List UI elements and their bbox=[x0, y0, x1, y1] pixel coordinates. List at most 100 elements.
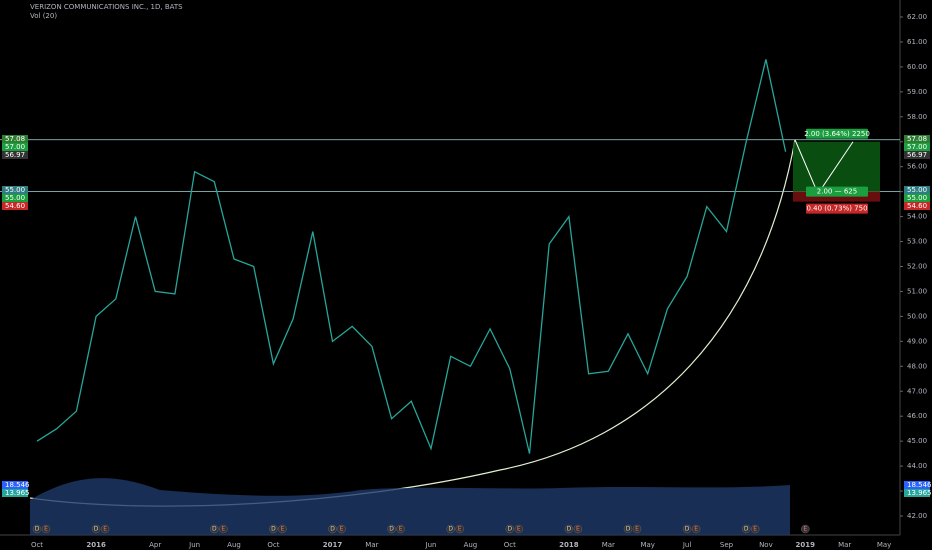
volume-badge bbox=[2, 481, 28, 489]
event-marker bbox=[100, 524, 110, 534]
event-label: D bbox=[271, 526, 276, 533]
axis-badge-label: 54.60 bbox=[907, 202, 927, 210]
event-marker bbox=[505, 524, 515, 534]
event-label: E bbox=[753, 526, 757, 533]
axis-badge-label: 54.60 bbox=[5, 202, 25, 210]
axis-badge-label: 56.97 bbox=[907, 151, 927, 159]
y-tick-label: 58.00 bbox=[907, 113, 927, 121]
axis-badge bbox=[904, 194, 930, 202]
position-label-bg bbox=[806, 203, 868, 214]
axis-badge bbox=[904, 186, 930, 194]
y-tick-label: 49.00 bbox=[907, 337, 927, 345]
event-label: D bbox=[212, 526, 217, 533]
x-tick-label: Aug bbox=[464, 541, 478, 549]
event-label: D bbox=[35, 526, 40, 533]
x-tick-label: May bbox=[640, 541, 654, 549]
y-tick-label: 48.00 bbox=[907, 362, 927, 370]
event-label: E bbox=[803, 526, 807, 533]
axis-badge-label: 57.00 bbox=[5, 143, 25, 151]
volume-badge bbox=[904, 489, 930, 497]
event-label: E bbox=[281, 526, 285, 533]
axis-badge bbox=[2, 194, 28, 202]
x-tick-label: Mar bbox=[602, 541, 615, 549]
x-tick-label: Oct bbox=[504, 541, 516, 549]
y-tick-label: 50.00 bbox=[907, 312, 927, 320]
axis-badge bbox=[2, 151, 28, 159]
event-marker bbox=[564, 524, 574, 534]
axis-badge bbox=[904, 151, 930, 159]
event-marker bbox=[750, 524, 760, 534]
x-tick-label: Oct bbox=[267, 541, 279, 549]
event-marker bbox=[337, 524, 346, 534]
x-tick-label: 2018 bbox=[559, 541, 579, 549]
axis-badge bbox=[904, 143, 930, 151]
y-tick-label: 44.00 bbox=[907, 462, 927, 470]
position-label-bg bbox=[806, 128, 868, 139]
event-label: E bbox=[340, 526, 344, 533]
position-label: 0.40 (0.73%) 750 bbox=[806, 205, 867, 213]
volume-badge bbox=[904, 481, 930, 489]
subtitle: Vol (20) bbox=[30, 12, 57, 20]
event-marker bbox=[691, 524, 701, 534]
y-tick-label: 53.00 bbox=[907, 238, 927, 246]
x-tick-label: May bbox=[877, 541, 891, 549]
event-label: E bbox=[517, 526, 521, 533]
y-tick-label: 42.00 bbox=[907, 512, 927, 520]
volume-badge-label: 13.965 bbox=[5, 489, 30, 497]
position-label: 2.00 (3.64%) 2250 bbox=[804, 130, 870, 138]
event-marker bbox=[682, 524, 692, 534]
event-label: D bbox=[507, 526, 512, 533]
x-tick-label: 2019 bbox=[796, 541, 816, 549]
volume-badge-label: 13.965 bbox=[907, 489, 932, 497]
volume-area bbox=[30, 478, 790, 535]
y-tick-label: 56.00 bbox=[907, 163, 927, 171]
event-label: D bbox=[94, 526, 99, 533]
event-marker bbox=[446, 524, 455, 534]
y-tick-label: 52.00 bbox=[907, 263, 927, 271]
x-tick-label: Jun bbox=[188, 541, 200, 549]
axis-badge bbox=[904, 202, 930, 210]
event-label: E bbox=[103, 526, 107, 533]
event-label: E bbox=[399, 526, 403, 533]
axis-badge bbox=[904, 135, 930, 143]
y-tick-label: 61.00 bbox=[907, 38, 927, 46]
event-label: E bbox=[635, 526, 639, 533]
y-tick-label: 54.00 bbox=[907, 213, 927, 221]
x-tick-label: 2017 bbox=[323, 541, 343, 549]
event-marker bbox=[210, 524, 219, 534]
y-tick-label: 46.00 bbox=[907, 412, 927, 420]
event-marker bbox=[623, 524, 633, 534]
y-tick-label: 60.00 bbox=[907, 63, 927, 71]
event-label: E bbox=[576, 526, 580, 533]
event-marker bbox=[278, 524, 287, 534]
event-label: D bbox=[685, 526, 690, 533]
axis-badge-label: 56.97 bbox=[5, 151, 25, 159]
event-label: E bbox=[694, 526, 698, 533]
event-marker bbox=[328, 524, 337, 534]
x-tick-label: Aug bbox=[227, 541, 241, 549]
axis-badge-label: 55.00 bbox=[5, 194, 25, 202]
event-marker bbox=[91, 524, 101, 534]
y-tick-label: 45.00 bbox=[907, 437, 927, 445]
event-marker bbox=[455, 524, 464, 534]
y-tick-label: 62.00 bbox=[907, 13, 927, 21]
volume-badge-label: 18.546 bbox=[907, 481, 932, 489]
event-marker bbox=[41, 524, 51, 534]
y-tick-label: 51.00 bbox=[907, 287, 927, 295]
axis-badge-label: 57.08 bbox=[907, 135, 927, 143]
event-label: E bbox=[44, 526, 48, 533]
event-marker bbox=[387, 524, 396, 534]
event-marker bbox=[801, 524, 810, 534]
axis-badge-label: 57.08 bbox=[5, 135, 25, 143]
event-label: D bbox=[567, 526, 572, 533]
event-marker bbox=[573, 524, 583, 534]
axis-badge bbox=[2, 135, 28, 143]
x-tick-label: Mar bbox=[838, 541, 851, 549]
event-label: D bbox=[626, 526, 631, 533]
event-label: D bbox=[744, 526, 749, 533]
event-marker bbox=[219, 524, 228, 534]
event-marker bbox=[269, 524, 278, 534]
event-label: D bbox=[330, 526, 335, 533]
axis-badge bbox=[2, 202, 28, 210]
